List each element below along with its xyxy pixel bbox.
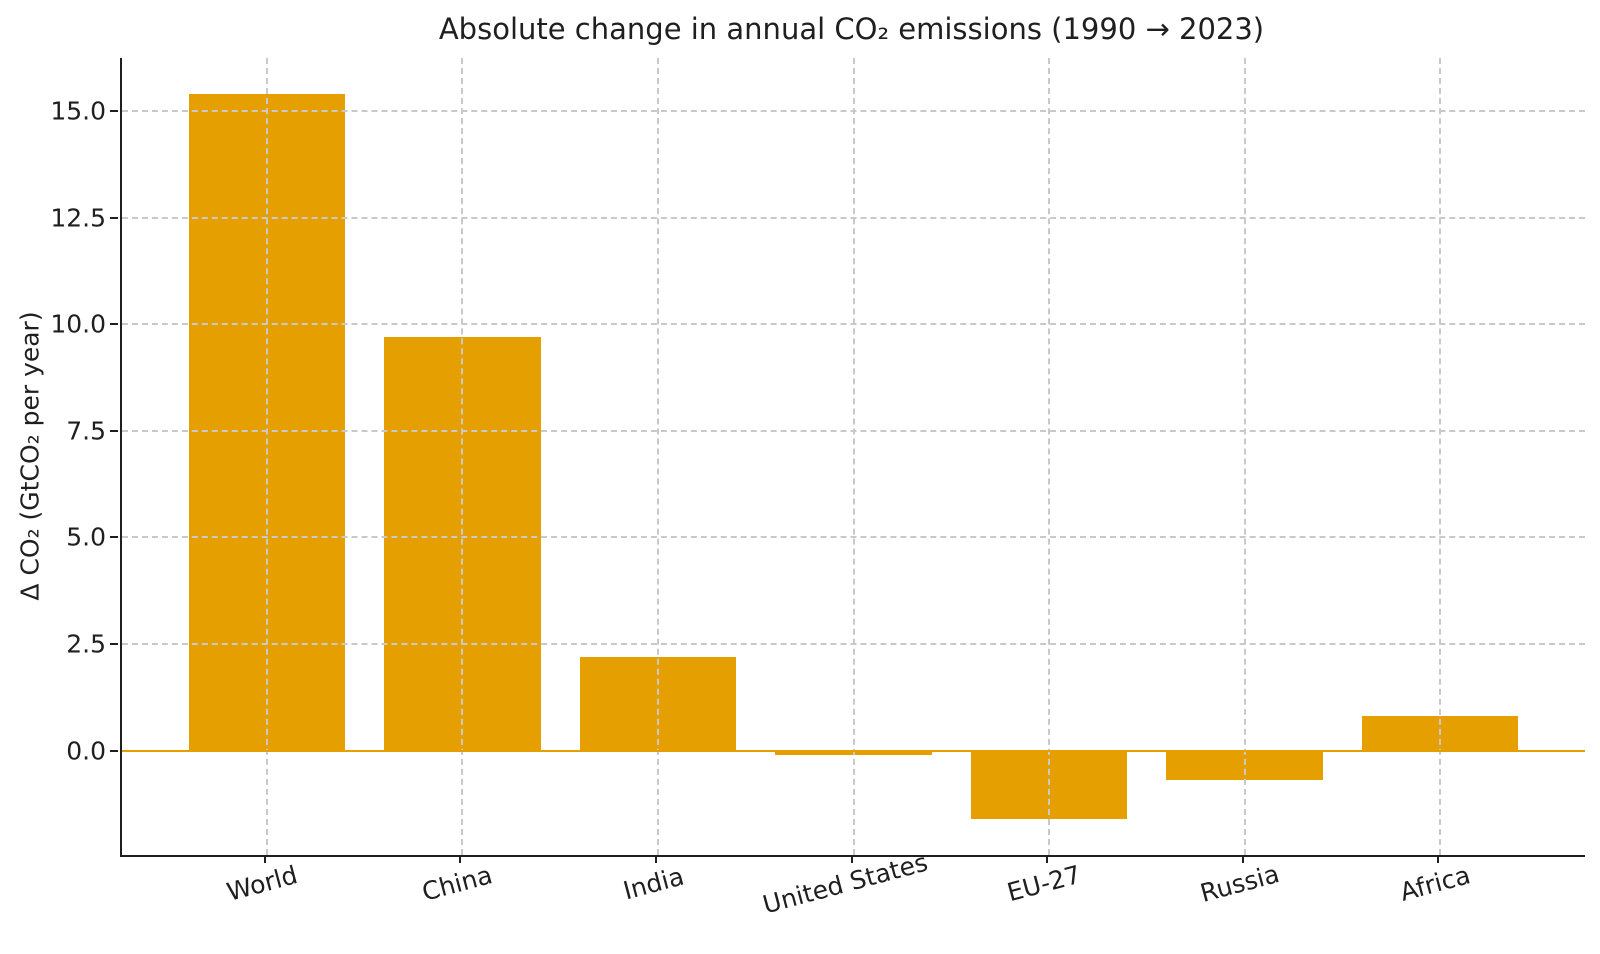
x-tick	[459, 855, 462, 863]
y-tick	[110, 429, 118, 432]
x-tick-label-china: China	[419, 860, 496, 907]
plot-area	[120, 58, 1585, 857]
gridline-v-united-states	[852, 58, 855, 855]
gridline-v-russia	[1243, 58, 1246, 855]
x-tick-label-united-states: United States	[759, 847, 931, 920]
y-tick-label: 15.0	[50, 96, 106, 126]
x-tick-label-russia: Russia	[1196, 859, 1283, 908]
y-tick-label: 12.5	[50, 203, 106, 233]
x-tick	[1241, 855, 1244, 863]
x-tick	[850, 855, 853, 863]
y-tick-label: 7.5	[66, 416, 106, 446]
x-tick	[1437, 855, 1440, 863]
zero-line	[122, 749, 1585, 753]
y-tick	[110, 536, 118, 539]
gridline-v-china	[461, 58, 464, 855]
y-tick-label: 10.0	[50, 309, 106, 339]
y-tick	[110, 323, 118, 326]
x-tick-label-eu-27: EU-27	[1004, 859, 1085, 908]
y-tick-label: 0.0	[66, 736, 106, 766]
gridline-v-eu-27	[1048, 58, 1051, 855]
y-tick-label: 5.0	[66, 522, 106, 552]
y-tick	[110, 216, 118, 219]
y-tick-label: 2.5	[66, 629, 106, 659]
x-tick-label-world: World	[223, 860, 301, 907]
y-axis-label: Δ CO₂ (GtCO₂ per year)	[15, 311, 45, 601]
x-tick	[654, 855, 657, 863]
x-tick	[263, 855, 266, 863]
gridline-v-world	[265, 58, 268, 855]
x-tick-label-india: India	[620, 861, 687, 906]
y-tick	[110, 110, 118, 113]
chart-title: Absolute change in annual CO₂ emissions …	[438, 12, 1265, 46]
gridline-v-africa	[1439, 58, 1442, 855]
y-tick	[110, 749, 118, 752]
x-tick	[1046, 855, 1049, 863]
x-tick-label-africa: Africa	[1397, 860, 1474, 907]
y-tick	[110, 643, 118, 646]
gridline-v-india	[656, 58, 659, 855]
